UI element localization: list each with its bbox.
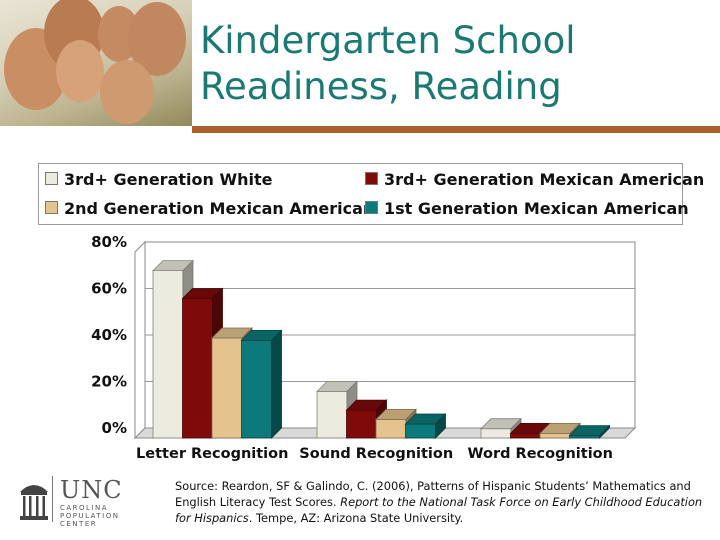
legend-item: 1st Generation Mexican American	[365, 199, 689, 218]
slide-title: Kindergarten School Readiness, Reading	[200, 19, 576, 108]
bar	[241, 339, 272, 439]
legend-label: 2nd Generation Mexican American	[64, 199, 375, 218]
title-underline	[192, 126, 720, 133]
legend-label: 1st Generation Mexican American	[384, 199, 689, 218]
y-tick-label: 80%	[91, 233, 127, 251]
legend-item: 2nd Generation Mexican American	[45, 199, 374, 218]
source-italic-text: Report to the National Task Force on Ear…	[175, 495, 703, 525]
bar	[316, 391, 348, 439]
unc-wordmark: UNC	[60, 476, 123, 504]
bar	[405, 423, 436, 439]
x-category-label: Letter Recognition	[136, 446, 288, 462]
legend-swatch	[45, 172, 58, 185]
face-shape	[100, 60, 154, 124]
y-tick-label: 60%	[91, 280, 127, 298]
logo-subtext: POPULATION	[60, 512, 120, 520]
legend-label: 3rd+ Generation White	[64, 170, 273, 189]
x-category-label: Sound Recognition	[299, 446, 453, 462]
legend-label: 3rd+ Generation Mexican American	[384, 170, 705, 189]
bar	[152, 270, 184, 439]
bar-side	[271, 329, 282, 439]
source-citation: Source: Reardon, SF & Galindo, C. (2006)…	[175, 478, 705, 526]
bar-side	[599, 424, 610, 439]
bar-side	[435, 413, 446, 439]
logo-divider	[52, 476, 53, 522]
bar	[182, 298, 213, 439]
chart-legend: 3rd+ Generation White 3rd+ Generation Me…	[38, 163, 704, 225]
bar	[510, 432, 541, 439]
y-tick-label: 0%	[102, 419, 127, 437]
legend-swatch	[365, 201, 378, 214]
bar	[211, 337, 243, 439]
legend-swatch	[45, 201, 58, 214]
y-tick-label: 20%	[91, 373, 127, 391]
bar	[539, 432, 571, 439]
source-text: . Tempe, AZ: Arizona State University.	[248, 511, 464, 525]
legend-item: 3rd+ Generation Mexican American	[365, 170, 704, 189]
face-shape	[56, 40, 104, 102]
bar	[375, 418, 407, 439]
logo-subtext: CENTER	[60, 520, 98, 528]
bar-chart: 0% 20% 40% 60% 80% Letter Recognition Sound Re…	[91, 233, 637, 462]
x-category-label: Word Recognition	[468, 446, 613, 462]
source-text: Source: Reardon, SF & Galindo, C. (2006)…	[175, 479, 691, 509]
plot-side-wall	[134, 240, 146, 440]
old-well-icon	[20, 485, 48, 520]
legend-item: 3rd+ Generation White	[45, 170, 272, 189]
family-photo	[0, 0, 192, 126]
logo-subtext: CAROLINA	[60, 504, 109, 512]
bar	[346, 409, 377, 439]
bar	[480, 428, 512, 439]
legend-swatch	[365, 172, 378, 185]
y-tick-label: 40%	[91, 326, 127, 344]
